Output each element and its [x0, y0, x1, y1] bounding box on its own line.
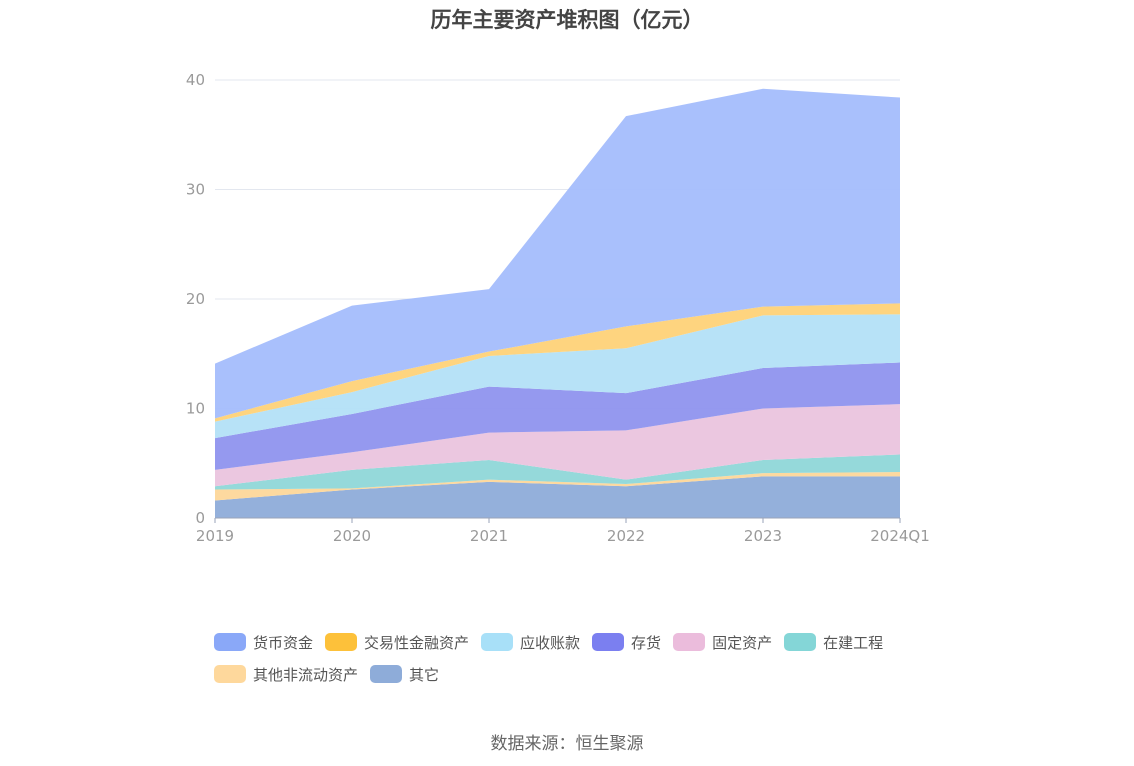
legend-item[interactable]: 货币资金	[214, 632, 313, 652]
legend-swatch	[673, 633, 706, 651]
y-tick-label: 40	[186, 71, 205, 89]
area-series-5	[215, 314, 900, 439]
x-tick-label: 2019	[196, 527, 234, 545]
legend-swatch	[214, 633, 246, 651]
y-tick-label: 30	[186, 181, 205, 199]
area-series-0	[215, 476, 900, 518]
x-tick-label: 2023	[744, 527, 782, 545]
chart-title: 历年主要资产堆积图（亿元）	[430, 8, 704, 32]
y-tick-label: 10	[186, 400, 205, 418]
legend-swatch	[325, 633, 358, 651]
x-tick-label: 2021	[470, 527, 508, 545]
area-series-1	[215, 472, 900, 501]
x-tick-label: 2020	[333, 527, 371, 545]
legend-swatch	[784, 633, 817, 651]
legend-label: 其他非流动资产	[253, 665, 359, 684]
legend-item[interactable]: 应收账款	[481, 632, 580, 652]
legend-item[interactable]: 固定资产	[673, 632, 772, 652]
area-series-7	[215, 88, 900, 419]
legend-swatch	[481, 633, 514, 651]
legend-item[interactable]: 存货	[592, 632, 661, 652]
legend-item[interactable]: 其他非流动资产	[214, 664, 358, 684]
legend-item[interactable]: 在建工程	[784, 632, 883, 652]
legend-label: 其它	[409, 665, 440, 684]
legend-label: 存货	[631, 633, 662, 652]
legend: 货币资金 交易性金融资产 应收账款 存货 固定资产 在建工程其他非流动资产 其它	[214, 632, 954, 696]
legend-swatch	[214, 665, 246, 683]
stacked-area-chart: 0 10 20 30 40 2019 2020 2021 2022 2023 2024Q1	[186, 71, 930, 545]
legend-label: 货币资金	[253, 633, 314, 652]
data-source: 数据来源：恒生聚源	[490, 734, 644, 754]
y-tick-label: 20	[186, 290, 205, 308]
legend-label: 固定资产	[712, 633, 773, 652]
x-tick-label: 2022	[607, 527, 645, 545]
legend-item[interactable]: 其它	[370, 664, 439, 684]
area-series-3	[215, 404, 900, 487]
area-series-4	[215, 362, 900, 470]
y-tick-label: 0	[195, 509, 205, 527]
x-tick-label: 2024Q1	[870, 527, 930, 545]
area-series-2	[215, 454, 900, 490]
legend-label: 交易性金融资产	[364, 633, 470, 652]
legend-swatch	[370, 665, 403, 683]
legend-swatch	[592, 633, 625, 651]
legend-label: 应收账款	[520, 633, 581, 652]
legend-item[interactable]: 交易性金融资产	[325, 632, 469, 652]
legend-label: 在建工程	[823, 633, 884, 652]
